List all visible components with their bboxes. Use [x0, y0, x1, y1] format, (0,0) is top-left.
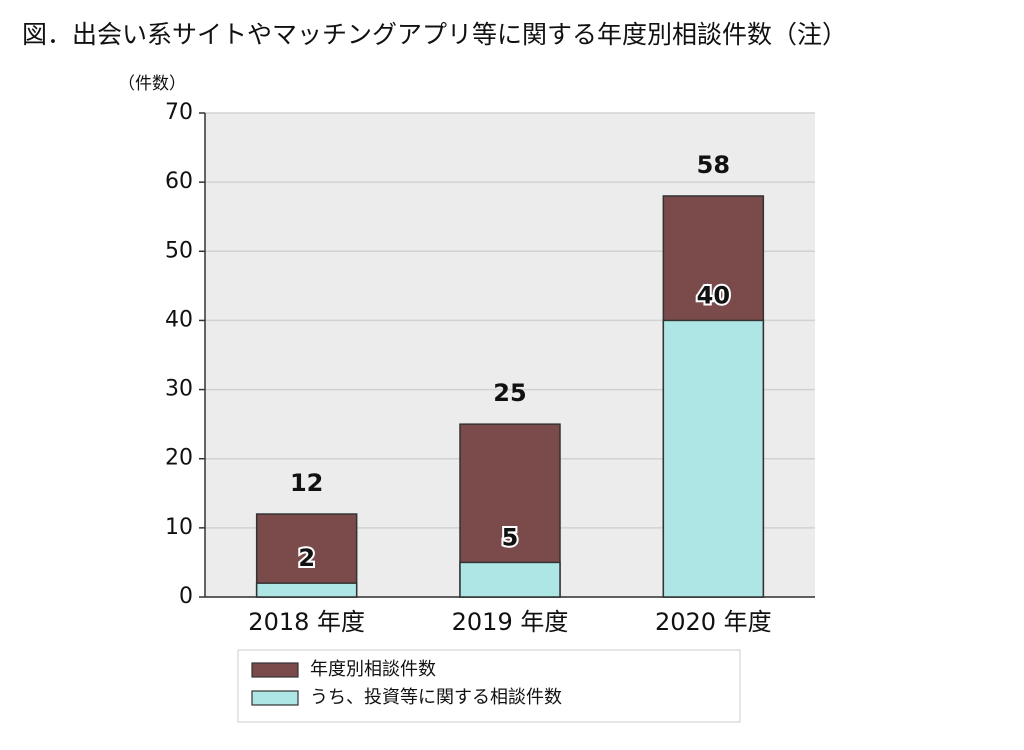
y-tick-label: 30	[165, 377, 193, 402]
bar	[662, 319, 765, 598]
y-tick-label: 70	[165, 100, 193, 125]
y-tick-label: 50	[165, 238, 193, 263]
x-tick-label: 2018 年度	[248, 608, 365, 636]
legend-swatch	[251, 690, 299, 706]
legend	[237, 649, 741, 723]
legend-swatch	[251, 662, 299, 678]
y-tick-label: 40	[165, 307, 193, 332]
x-tick-label: 2019 年度	[452, 608, 569, 636]
chart-title: 図．出会い系サイトやマッチングアプリ等に関する年度別相談件数（注）	[22, 20, 847, 49]
y-tick-label: 60	[165, 169, 193, 194]
bar	[459, 561, 561, 598]
bar	[255, 582, 358, 598]
legend-label: うち、投資等に関する相談件数	[310, 687, 562, 708]
y-tick-label: 20	[165, 446, 193, 471]
x-tick-label: 2020 年度	[655, 608, 772, 636]
legend-label: 年度別相談件数	[310, 659, 436, 680]
data-label: 40	[697, 281, 730, 309]
y-tick-label: 0	[179, 584, 193, 609]
data-label: 25	[493, 379, 526, 407]
y-tick-label: 10	[165, 515, 193, 540]
data-label: 12	[290, 469, 323, 497]
data-label: 5	[502, 523, 519, 551]
data-label: 2	[298, 544, 315, 572]
data-label: 58	[697, 151, 730, 179]
y-axis-label: （件数）	[118, 74, 186, 94]
